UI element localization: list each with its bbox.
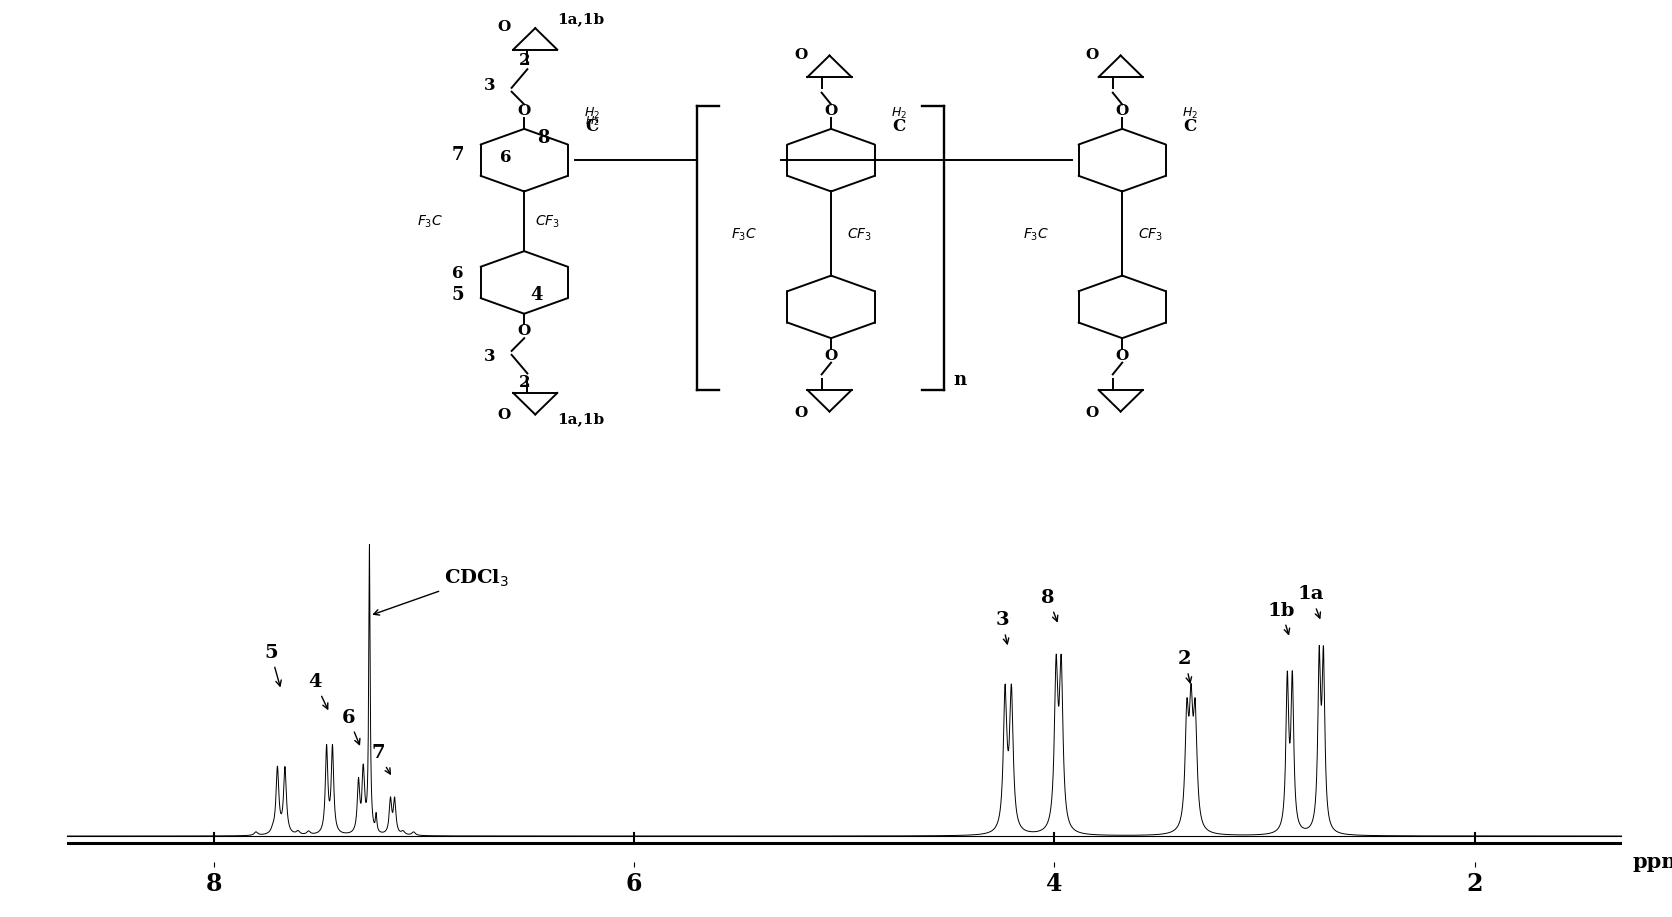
Text: C: C <box>1184 117 1197 135</box>
Text: O: O <box>824 105 838 118</box>
Text: 3: 3 <box>483 348 495 365</box>
Text: 6: 6 <box>453 264 463 282</box>
Text: 8: 8 <box>1042 589 1058 622</box>
Text: O: O <box>497 408 510 423</box>
Text: O: O <box>518 325 530 338</box>
Text: $H_2$: $H_2$ <box>891 106 906 121</box>
Text: 1a: 1a <box>1297 585 1324 618</box>
Text: O: O <box>497 20 510 34</box>
Text: 1a,1b: 1a,1b <box>557 12 604 27</box>
Text: 1b: 1b <box>1267 602 1296 635</box>
Text: 7: 7 <box>371 745 390 774</box>
Text: 8: 8 <box>537 128 550 147</box>
Text: 6: 6 <box>500 149 512 166</box>
Text: 2: 2 <box>518 374 530 391</box>
Text: O: O <box>518 105 530 118</box>
Text: 5: 5 <box>264 644 281 686</box>
Text: $CF_3$: $CF_3$ <box>535 214 560 230</box>
Text: n: n <box>953 371 966 389</box>
Text: 7: 7 <box>451 146 465 164</box>
Text: O: O <box>1115 105 1129 118</box>
Text: $H_2$: $H_2$ <box>1182 106 1197 121</box>
Text: $F_3C$: $F_3C$ <box>1023 226 1048 243</box>
Text: O: O <box>794 405 808 420</box>
Text: 3: 3 <box>483 77 495 94</box>
Text: O: O <box>1085 405 1099 420</box>
Text: O: O <box>1085 48 1099 61</box>
Text: $H_2$: $H_2$ <box>585 114 599 127</box>
Text: 4: 4 <box>530 286 543 304</box>
Text: 6: 6 <box>341 709 359 745</box>
Text: O: O <box>794 48 808 61</box>
Text: C: C <box>585 117 599 135</box>
Text: C: C <box>893 117 905 135</box>
Text: ppm: ppm <box>1632 852 1672 872</box>
Text: $F_3C$: $F_3C$ <box>416 214 443 230</box>
Text: 5: 5 <box>451 286 465 304</box>
Text: $CF_3$: $CF_3$ <box>848 226 871 243</box>
Text: 2: 2 <box>1179 650 1192 683</box>
Text: 4: 4 <box>308 673 328 709</box>
Text: $F_3C$: $F_3C$ <box>731 226 757 243</box>
Text: O: O <box>1115 348 1129 363</box>
Text: 2: 2 <box>518 52 530 69</box>
Text: 3: 3 <box>995 612 1008 644</box>
Text: 1a,1b: 1a,1b <box>557 413 604 426</box>
Text: O: O <box>824 348 838 363</box>
Text: $CF_3$: $CF_3$ <box>1139 226 1164 243</box>
Text: $H_2$: $H_2$ <box>584 106 600 121</box>
Text: CDCl$_3$: CDCl$_3$ <box>373 568 510 615</box>
